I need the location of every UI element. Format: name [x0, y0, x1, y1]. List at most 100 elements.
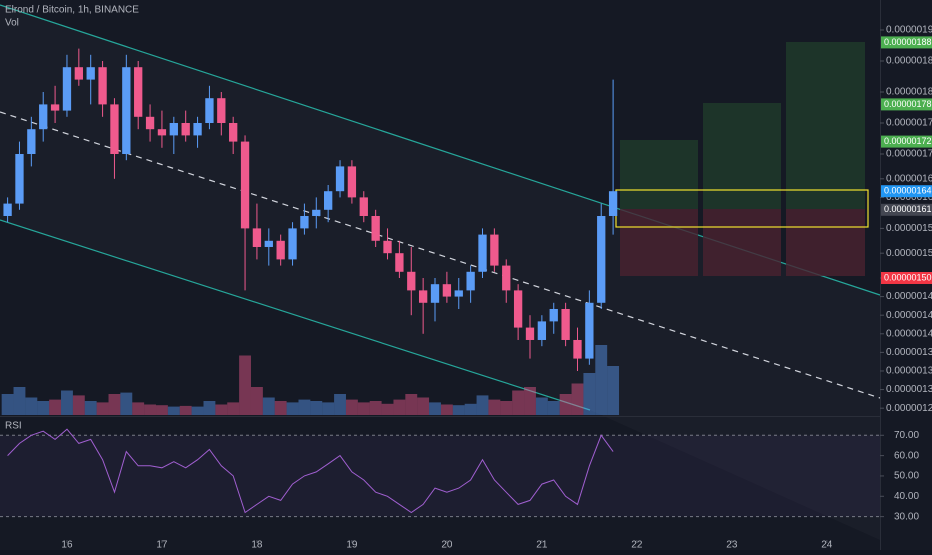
y-tick-label: 0.00000147	[886, 291, 932, 302]
price-label-bg	[881, 36, 932, 49]
rsi-tick-label: 30.00	[894, 511, 919, 522]
stop-zone	[703, 209, 781, 276]
volume-bar	[559, 394, 572, 415]
candle-body	[442, 284, 452, 297]
y-tick-label: 0.00000144	[886, 310, 932, 321]
candle-body	[561, 308, 570, 340]
candle-body	[145, 116, 155, 130]
y-tick-label: 0.00000175	[886, 118, 932, 129]
volume-bar	[322, 402, 335, 415]
rsi-tick-label: 60.00	[894, 450, 919, 461]
candle-body	[430, 284, 440, 303]
volume-bar	[61, 390, 73, 415]
volume-bar	[512, 390, 525, 415]
price-label-bg	[881, 271, 932, 284]
price-label: 0.00000188	[884, 37, 932, 47]
candle-body	[122, 67, 131, 154]
price-label-bg	[881, 185, 932, 198]
candle-body	[312, 209, 321, 216]
candle-body	[371, 215, 380, 241]
x-tick-label: 18	[251, 540, 263, 550]
candle-body	[98, 67, 107, 105]
volume-bar	[583, 373, 596, 415]
candle-body	[288, 228, 297, 260]
volume-bar	[96, 402, 109, 415]
candle-body	[205, 98, 214, 123]
volume-bar	[25, 397, 38, 415]
volume-bar	[179, 405, 192, 415]
target-zone	[786, 42, 865, 209]
channel-fill	[0, 5, 880, 540]
candle-body	[240, 141, 250, 229]
candle-body	[537, 321, 547, 340]
x-tick-label: 22	[631, 540, 643, 550]
y-tick-label: 0.00000138	[886, 347, 932, 358]
candle-body	[383, 240, 392, 254]
candle-body	[264, 240, 273, 247]
rsi-line	[7, 428, 614, 514]
candle-body	[300, 215, 309, 229]
candle-body	[181, 122, 190, 136]
volume-bar	[1, 394, 14, 415]
price-label: 0.00000150	[884, 272, 932, 282]
price-label: 0.00000161	[884, 204, 932, 214]
candle-body	[50, 104, 60, 111]
candle-body	[110, 104, 119, 154]
candle-body	[3, 203, 12, 216]
volume-bar	[215, 404, 228, 415]
rsi-tick-label: 40.00	[894, 491, 919, 502]
candle-body	[193, 122, 202, 136]
volume-bar	[239, 355, 251, 415]
volume-bar	[286, 402, 299, 415]
volume-bar	[476, 395, 489, 415]
volume-bar	[156, 405, 168, 415]
rsi-label: RSI	[5, 421, 22, 432]
y-tick-label: 0.00000141	[886, 328, 932, 339]
price-label: 0.00000164	[884, 186, 932, 196]
candle-body	[466, 271, 475, 291]
volume-bar	[357, 402, 370, 415]
volume-bar	[607, 366, 620, 415]
candle-body	[573, 339, 582, 359]
volume-bar	[37, 401, 50, 415]
candle-body	[454, 290, 463, 297]
price-label-bg	[881, 203, 932, 216]
volume-bar	[500, 401, 513, 415]
rsi-tick-label: 50.00	[894, 471, 919, 482]
volume-bar	[571, 383, 584, 415]
candle-body	[549, 308, 558, 322]
candle-body	[395, 253, 404, 272]
volume-bar	[488, 399, 501, 415]
volume-bar	[595, 345, 608, 415]
candle-body	[407, 271, 416, 291]
channel-midline	[0, 111, 881, 399]
x-tick-label: 16	[61, 540, 73, 550]
volume-bar	[429, 402, 441, 415]
y-tick-label: 0.00000166	[886, 173, 932, 184]
target-zone	[620, 140, 698, 209]
volume-bar	[535, 397, 548, 415]
candle-body	[525, 327, 535, 340]
candle-body	[502, 265, 511, 291]
candle-body	[585, 302, 594, 359]
stop-zone	[786, 209, 865, 276]
candle-body	[597, 215, 606, 303]
rsi-tick-label: 70.00	[894, 430, 919, 441]
y-tick-label: 0.00000129	[886, 403, 932, 414]
y-tick-label: 0.00000158	[886, 223, 932, 234]
volume-bar	[405, 394, 418, 415]
price-label-bg	[881, 98, 932, 111]
x-tick-label: 20	[441, 540, 453, 550]
volume-bar	[49, 399, 62, 415]
volume-bar	[393, 399, 406, 415]
volume-bar	[203, 401, 216, 415]
candle-body	[27, 129, 36, 154]
volume-bar	[334, 394, 346, 415]
volume-bar	[417, 397, 430, 415]
candle-body	[359, 197, 368, 216]
volume-bar	[369, 401, 382, 415]
candle-body	[157, 129, 167, 136]
